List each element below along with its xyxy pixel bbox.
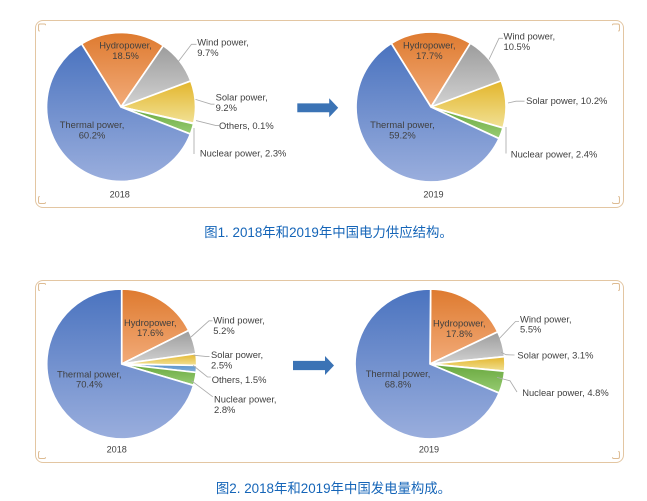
- figure1-caption: 图1. 2018年和2019年中国电力供应结构。: [204, 225, 453, 240]
- figure2-box: [34, 279, 624, 463]
- figure2-caption: 图2. 2018年和2019年中国发电量构成。: [215, 481, 452, 496]
- figure1-box: [34, 20, 624, 208]
